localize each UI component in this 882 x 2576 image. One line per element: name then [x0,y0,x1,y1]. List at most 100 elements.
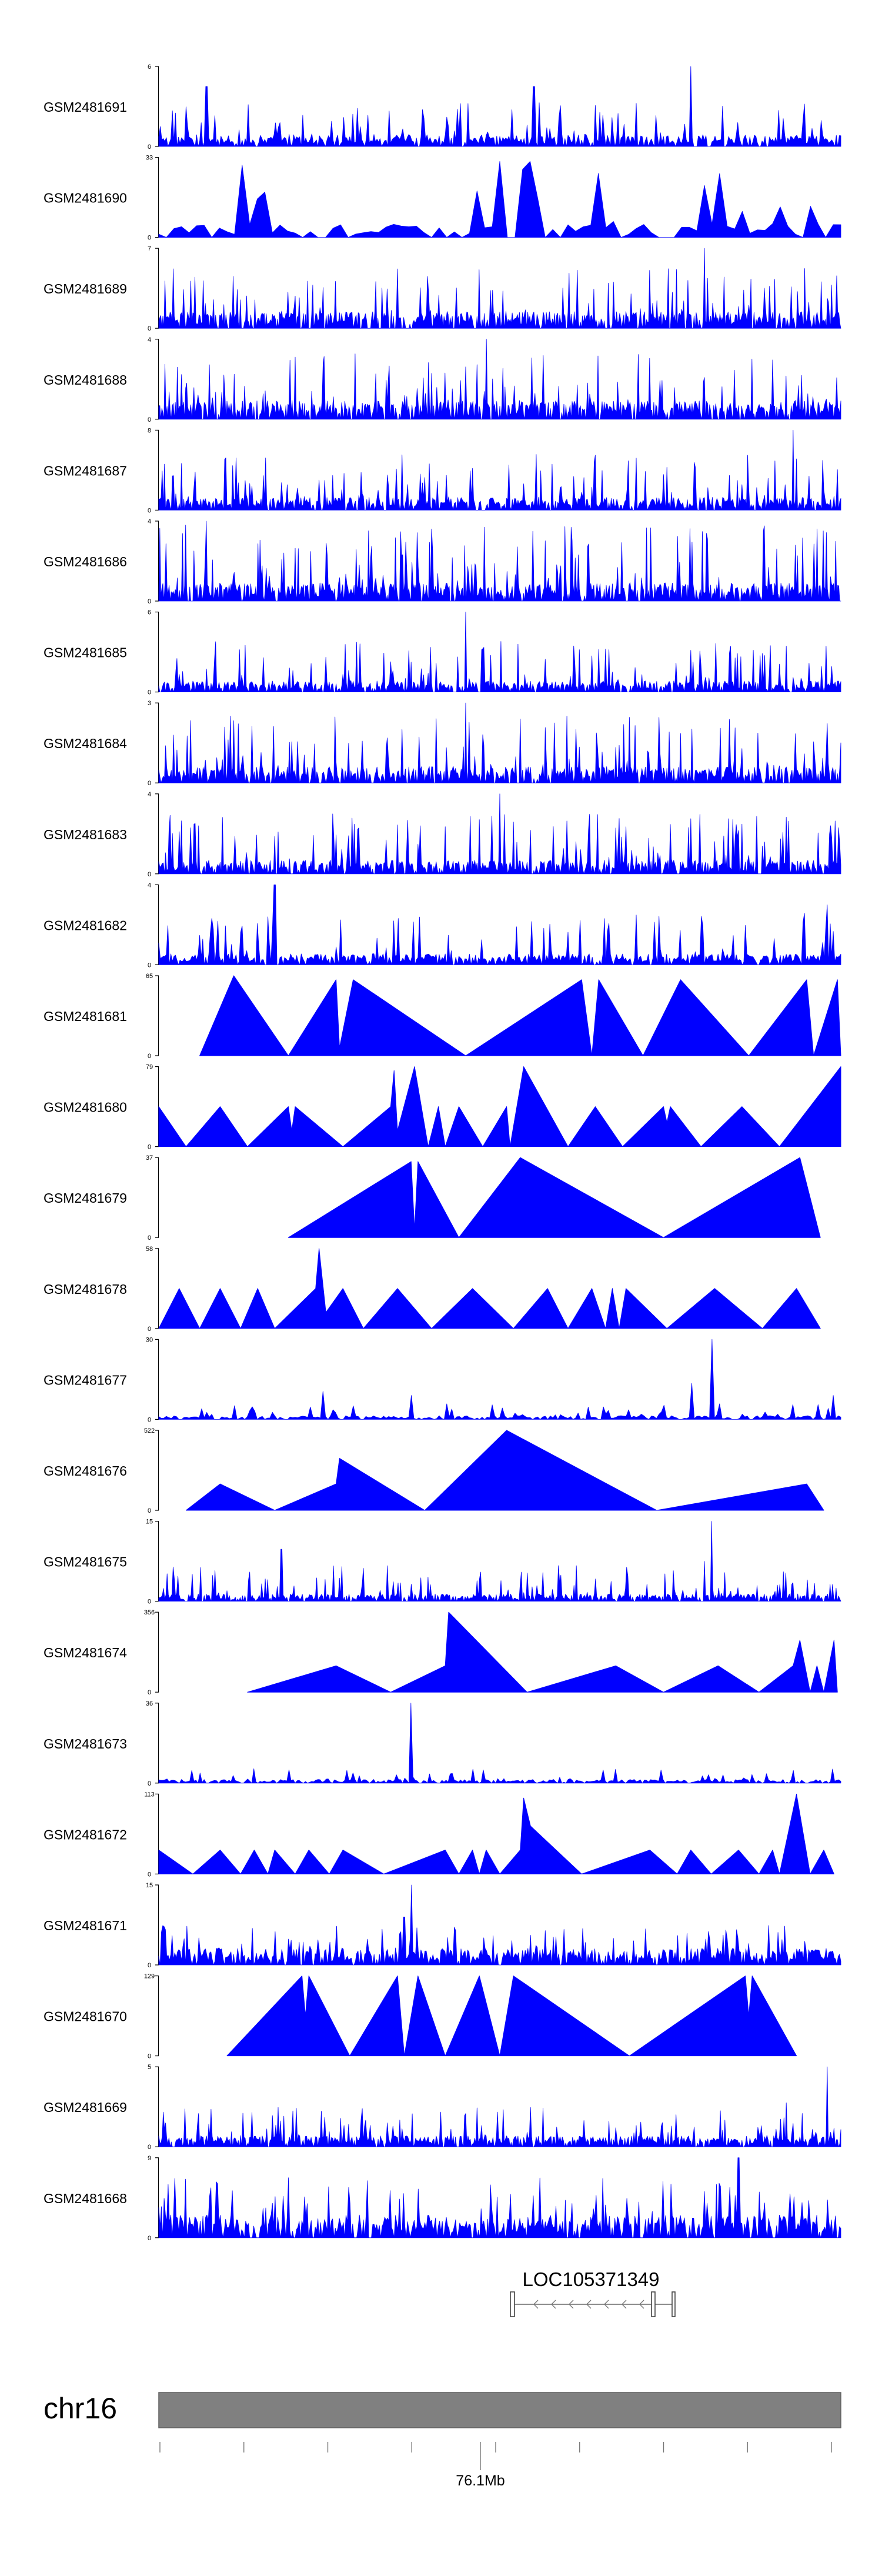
track-label: GSM2481675 [44,1554,127,1570]
track-label: GSM2481676 [44,1463,127,1479]
y-axis-max-label: 36 [146,1700,153,1707]
track-GSM2481670: GSM2481670 129 0 [44,1973,797,2060]
coverage-area [226,1976,797,2057]
y-axis-max-label: 4 [148,882,151,889]
y-axis-max-label: 79 [146,1064,153,1071]
y-axis-min-label: 0 [148,962,151,969]
y-axis-max-label: 5 [148,2064,151,2071]
coverage-area [158,2157,841,2238]
y-axis-min-label: 0 [148,1416,151,1423]
strand-arrow-icon [551,2300,556,2309]
y-axis-min-label: 0 [148,2144,151,2151]
track-label: GSM2481670 [44,2009,127,2024]
y-axis-min-label: 0 [148,1962,151,1969]
y-axis-max-label: 8 [148,427,151,434]
coverage-area [158,612,841,692]
strand-arrow-icon [622,2300,627,2309]
y-axis-min-label: 0 [148,416,151,423]
y-axis-min-label: 0 [148,1780,151,1787]
track-GSM2481689: GSM2481689 7 0 [44,245,841,332]
y-axis-min-label: 0 [148,1871,151,1878]
track-GSM2481678: GSM2481678 58 0 [44,1246,821,1333]
track-GSM2481677: GSM2481677 30 0 [44,1336,841,1423]
gene-track: LOC105371349 [510,2268,676,2317]
y-axis-min-label: 0 [148,1234,151,1242]
y-axis-max-label: 7 [148,245,151,252]
strand-arrow-icon [639,2300,644,2309]
track-label: GSM2481688 [44,372,127,388]
track-GSM2481686: GSM2481686 4 0 [44,518,841,605]
coverage-tracks: GSM248169160GSM2481690330GSM248168970GSM… [44,64,841,2242]
gene-exon [510,2291,515,2317]
gene-label: LOC105371349 [522,2268,659,2290]
coverage-area [158,248,841,329]
track-label: GSM2481669 [44,2100,127,2115]
track-label: GSM2481691 [44,99,127,115]
y-axis-max-label: 65 [146,973,153,980]
track-label: GSM2481673 [44,1736,127,1751]
coverage-area [158,339,841,420]
y-axis-min-label: 0 [148,2235,151,2242]
chromosome-label: chr16 [44,2392,117,2425]
coverage-area [158,430,841,510]
track-GSM2481683: GSM2481683 4 0 [44,791,841,878]
coverage-area [288,1157,821,1238]
track-label: GSM2481689 [44,281,127,296]
y-axis-max-label: 33 [146,155,153,162]
track-label: GSM2481681 [44,1009,127,1024]
y-axis-max-label: 129 [144,1973,155,1980]
coverage-area [158,1521,841,1601]
chromosome-ideogram: chr16 76.1Mb [44,2392,841,2489]
track-label: GSM2481668 [44,2191,127,2206]
track-GSM2481691: GSM2481691 6 0 [44,64,841,151]
y-axis-max-label: 9 [148,2155,151,2162]
y-axis-min-label: 0 [148,871,151,878]
y-axis-max-label: 6 [148,64,151,71]
gene-exon [651,2291,656,2317]
track-GSM2481672: GSM2481672 113 0 [44,1791,834,1878]
track-label: GSM2481683 [44,827,127,842]
strand-arrow-icon [533,2300,539,2309]
y-axis-max-label: 4 [148,518,151,525]
y-axis-max-label: 15 [146,1882,153,1889]
coverage-area [247,1611,838,1693]
track-GSM2481673: GSM2481673 36 0 [44,1700,841,1787]
coverage-area [158,1793,834,1874]
strand-arrow-icon [604,2300,609,2309]
track-GSM2481682: GSM2481682 4 0 [44,882,841,969]
strand-arrow-icon [586,2300,592,2309]
track-GSM2481679: GSM2481679 37 0 [44,1154,821,1242]
y-axis-min-label: 0 [148,1053,151,1060]
coverage-area [158,520,841,602]
track-label: GSM2481672 [44,1827,127,1842]
coverage-area [158,66,841,147]
y-axis-min-label: 0 [148,1144,151,1151]
gene-exon [671,2291,676,2317]
track-label: GSM2481679 [44,1190,127,1206]
y-axis-max-label: 113 [144,1791,155,1798]
track-GSM2481681: GSM2481681 65 0 [44,973,841,1060]
coverage-area [158,885,841,965]
y-axis-max-label: 30 [146,1336,153,1343]
track-GSM2481680: GSM2481680 79 0 [44,1064,841,1151]
y-axis-min-label: 0 [148,1326,151,1333]
track-label: GSM2481678 [44,1282,127,1297]
y-axis-min-label: 0 [148,2053,151,2060]
coverage-area [158,702,841,783]
coverage-area [158,1339,841,1420]
genomic-axis-tick-label: 76.1Mb [456,2472,505,2489]
y-axis-max-label: 37 [146,1154,153,1162]
track-GSM2481687: GSM2481687 8 0 [44,427,841,514]
chromosome-bar [158,2392,841,2428]
genomic-axis [159,2442,832,2470]
y-axis-max-label: 522 [144,1427,155,1434]
y-axis-min-label: 0 [148,780,151,787]
track-label: GSM2481684 [44,736,127,751]
y-axis-min-label: 0 [148,325,151,332]
track-GSM2481685: GSM2481685 6 0 [44,609,841,696]
track-GSM2481688: GSM2481688 4 0 [44,336,841,423]
y-axis-max-label: 6 [148,609,151,616]
y-axis-min-label: 0 [148,144,151,151]
track-GSM2481671: GSM2481671 15 0 [44,1882,841,1969]
track-label: GSM2481671 [44,1918,127,1933]
